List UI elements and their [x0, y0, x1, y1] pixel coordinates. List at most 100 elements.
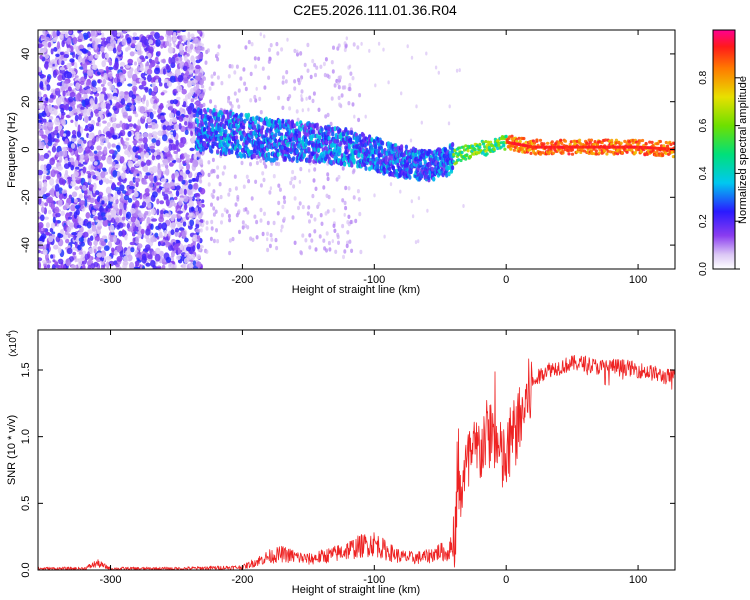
- heatmap-cell: [300, 94, 303, 98]
- heatmap-cell: [146, 68, 153, 75]
- heatmap-cell: [266, 220, 270, 226]
- heatmap-cell: [44, 36, 50, 42]
- heatmap-cell: [277, 161, 281, 167]
- heatmap-cell: [147, 52, 152, 59]
- heatmap-cell: [293, 196, 297, 201]
- heatmap-cell: [274, 237, 278, 243]
- heatmap-cell: [65, 238, 70, 244]
- heatmap-cell: [133, 123, 137, 129]
- heatmap-cell: [259, 158, 263, 163]
- heatmap-cell: [80, 106, 85, 110]
- heatmap-cell: [346, 130, 350, 136]
- heatmap-cell: [165, 63, 170, 70]
- heatmap-cell: [86, 221, 92, 229]
- heatmap-cell: [218, 182, 222, 187]
- heatmap-cell: [286, 96, 290, 102]
- heatmap-cell: [107, 192, 111, 201]
- heatmap-cell: [199, 174, 202, 179]
- heatmap-cell: [194, 37, 199, 45]
- heatmap-cell: [343, 161, 347, 167]
- heatmap-cell: [193, 86, 197, 92]
- heatmap-cell: [68, 222, 75, 228]
- heatmap-cell: [331, 239, 334, 244]
- heatmap-cell: [168, 56, 172, 65]
- heatmap-cell: [259, 183, 263, 188]
- heatmap-cell: [105, 255, 112, 261]
- heatmap-cell: [119, 91, 125, 96]
- heatmap-cell: [46, 75, 51, 83]
- heatmap-cell: [164, 213, 169, 217]
- heatmap-cell: [165, 198, 170, 207]
- heatmap-cell: [189, 147, 195, 152]
- heatmap-cell: [214, 209, 218, 214]
- heatmap-cell: [233, 174, 237, 179]
- heatmap-cell: [172, 144, 179, 150]
- heatmap-cell: [71, 191, 78, 198]
- heatmap-cell: [306, 132, 310, 137]
- heatmap-cell: [113, 219, 117, 228]
- heatmap-cell: [38, 90, 42, 98]
- heatmap-cell: [64, 138, 69, 145]
- heatmap-cell: [275, 41, 279, 47]
- heatmap-cell: [307, 147, 311, 152]
- heatmap-cell: [112, 116, 116, 123]
- heatmap-cell: [38, 197, 42, 205]
- heatmap-cell: [414, 240, 418, 245]
- heatmap-cell: [485, 152, 489, 156]
- heatmap-cell: [135, 36, 140, 41]
- heatmap-cell: [130, 104, 135, 111]
- heatmap-cell: [54, 117, 60, 126]
- heatmap-cell: [84, 74, 88, 80]
- heatmap-cell: [127, 58, 134, 64]
- heatmap-cell: [280, 228, 283, 233]
- heatmap-cell: [102, 87, 107, 92]
- heatmap-cell: [173, 123, 179, 131]
- heatmap-cell: [101, 200, 105, 205]
- heatmap-cell: [315, 133, 319, 139]
- heatmap-cell: [341, 166, 345, 171]
- heatmap-cell: [100, 102, 107, 109]
- heatmap-cell: [291, 169, 295, 175]
- heatmap-cell: [281, 75, 285, 80]
- heatmap-cell: [333, 126, 337, 132]
- heatmap-cell: [147, 74, 152, 82]
- heatmap-cell: [160, 209, 164, 215]
- heatmap-cell: [283, 155, 287, 161]
- heatmap-cell: [159, 102, 164, 111]
- heatmap-cell: [216, 52, 220, 57]
- heatmap-cell: [162, 158, 169, 166]
- heatmap-cell: [88, 139, 92, 147]
- heatmap-cell: [56, 30, 60, 37]
- heatmap-cell: [288, 120, 292, 126]
- heatmap-cell: [193, 80, 198, 83]
- heatmap-cell: [110, 224, 115, 233]
- heatmap-cell: [301, 108, 304, 113]
- heatmap-cell: [72, 216, 78, 224]
- heatmap-cell: [120, 77, 124, 82]
- heatmap-cell: [52, 259, 56, 263]
- heatmap-cell: [77, 163, 84, 167]
- heatmap-cell: [151, 208, 156, 215]
- heatmap-cell: [90, 214, 94, 219]
- heatmap-cell: [50, 254, 54, 259]
- heatmap-cell: [318, 135, 322, 141]
- heatmap-cell: [60, 60, 65, 66]
- heatmap-cell: [133, 170, 137, 178]
- heatmap-cell: [43, 126, 48, 130]
- heatmap-cell: [185, 71, 190, 76]
- heatmap-cell: [93, 247, 97, 254]
- heatmap-cell: [94, 54, 99, 59]
- heatmap-cell: [93, 215, 99, 220]
- heatmap-cell: [235, 135, 239, 141]
- heatmap-cell: [176, 85, 183, 93]
- heatmap-cell: [40, 49, 45, 54]
- heatmap-cell: [52, 31, 56, 38]
- heatmap-cell: [43, 164, 47, 171]
- heatmap-cell: [292, 156, 296, 162]
- heatmap-cell: [337, 43, 341, 48]
- heatmap-cell: [188, 69, 193, 75]
- heatmap-cell: [141, 201, 147, 208]
- heatmap-cell: [122, 208, 126, 215]
- heatmap-cell: [238, 145, 242, 150]
- heatmap-cell: [462, 204, 465, 208]
